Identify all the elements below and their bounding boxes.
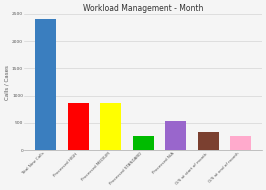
Bar: [68, 103, 89, 150]
Bar: [100, 103, 121, 150]
Y-axis label: Calls / Cases: Calls / Cases: [4, 65, 9, 100]
Bar: [132, 135, 154, 150]
Bar: [35, 19, 56, 150]
Bar: [230, 136, 251, 150]
Bar: [165, 121, 186, 150]
Title: Workload Management - Month: Workload Management - Month: [83, 4, 203, 13]
Bar: [197, 132, 219, 150]
